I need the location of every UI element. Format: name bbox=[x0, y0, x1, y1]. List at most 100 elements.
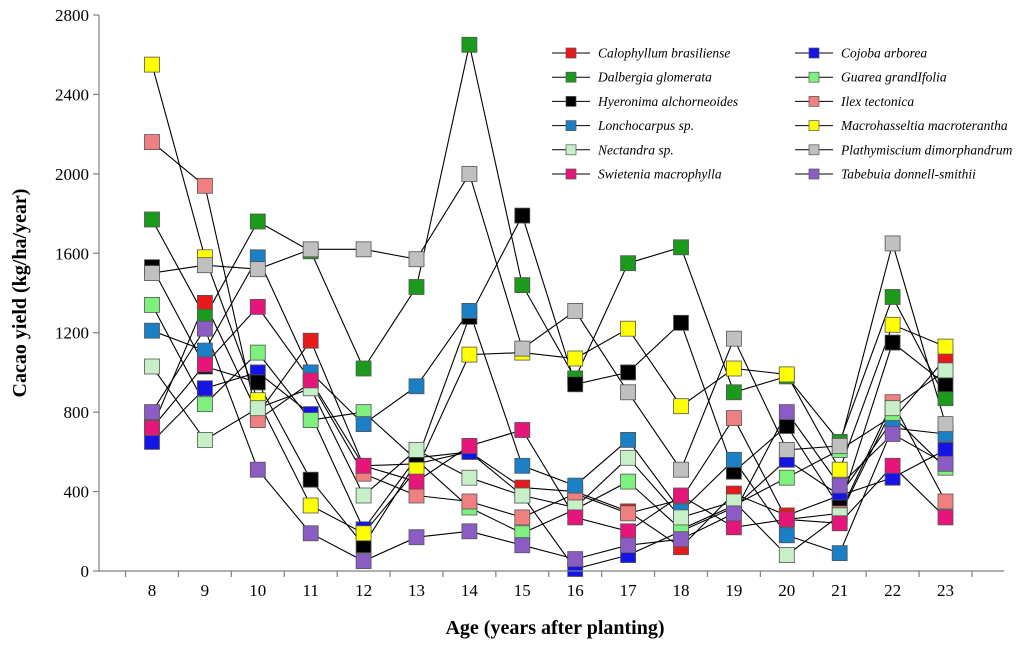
legend-label: Calophyllum brasiliense bbox=[598, 46, 730, 61]
data-point bbox=[144, 433, 160, 450]
legend-swatch bbox=[565, 168, 577, 180]
y-tick-label: 2800 bbox=[55, 6, 89, 25]
data-point bbox=[726, 451, 742, 468]
legend-label: Plathymiscium dimorphandrum bbox=[840, 142, 1013, 157]
data-point bbox=[144, 134, 160, 151]
x-tick-label: 23 bbox=[937, 581, 954, 600]
series-line-10 bbox=[151, 306, 946, 532]
data-point bbox=[196, 380, 213, 397]
series-line-8 bbox=[151, 366, 946, 556]
data-point bbox=[249, 261, 266, 278]
legend-swatch bbox=[808, 71, 820, 83]
data-point bbox=[355, 241, 372, 258]
data-point bbox=[831, 545, 848, 561]
data-point bbox=[408, 529, 425, 546]
data-point bbox=[937, 416, 954, 433]
data-point bbox=[408, 251, 425, 268]
data-point bbox=[461, 302, 478, 319]
data-point bbox=[726, 410, 742, 427]
data-point bbox=[196, 396, 213, 413]
data-point bbox=[831, 461, 848, 478]
data-point bbox=[778, 527, 795, 544]
data-point bbox=[249, 400, 266, 417]
data-point bbox=[408, 378, 425, 395]
data-point bbox=[355, 487, 372, 504]
data-point bbox=[884, 316, 901, 333]
data-point bbox=[567, 509, 584, 526]
legend-label: Macrohasseltia macroterantha bbox=[840, 118, 1008, 133]
x-tick-label: 16 bbox=[567, 581, 584, 600]
data-point bbox=[726, 360, 742, 377]
data-point bbox=[937, 362, 954, 379]
legend-swatch bbox=[808, 144, 820, 156]
data-point bbox=[302, 372, 319, 389]
data-point bbox=[620, 431, 636, 448]
data-point bbox=[355, 553, 372, 569]
x-tick-label: 14 bbox=[461, 581, 479, 600]
data-point bbox=[461, 523, 478, 540]
x-tick-label: 22 bbox=[884, 581, 901, 600]
x-tick-label: 19 bbox=[725, 581, 742, 600]
data-point bbox=[778, 404, 795, 421]
data-point bbox=[567, 477, 584, 494]
data-point bbox=[514, 537, 531, 554]
data-point bbox=[673, 461, 689, 478]
data-point bbox=[408, 487, 425, 504]
data-point bbox=[937, 493, 954, 510]
data-point bbox=[620, 255, 636, 272]
x-tick-label: 9 bbox=[201, 581, 210, 600]
data-point bbox=[567, 551, 584, 567]
series-line-4 bbox=[151, 214, 946, 547]
legend-label: Tabebuia donnell-smithii bbox=[841, 167, 976, 182]
data-point bbox=[302, 497, 319, 514]
data-point bbox=[620, 364, 636, 381]
data-point bbox=[144, 322, 160, 339]
series-line-7 bbox=[151, 64, 946, 534]
data-point bbox=[726, 330, 742, 347]
data-point bbox=[461, 165, 478, 182]
data-point bbox=[831, 515, 848, 532]
data-point bbox=[673, 398, 689, 415]
x-tick-label: 10 bbox=[249, 581, 266, 600]
data-point bbox=[937, 338, 954, 355]
legend-swatch bbox=[565, 71, 577, 83]
y-tick-label: 2400 bbox=[55, 85, 89, 104]
data-point bbox=[144, 56, 160, 73]
data-point bbox=[937, 509, 954, 526]
series-line-11 bbox=[151, 327, 946, 562]
data-point bbox=[196, 356, 213, 373]
data-point bbox=[144, 358, 160, 375]
data-point bbox=[302, 332, 319, 349]
data-point bbox=[620, 505, 636, 522]
data-point bbox=[514, 509, 531, 526]
series-line-2 bbox=[151, 44, 946, 444]
legend-swatch bbox=[565, 96, 577, 107]
data-point bbox=[778, 366, 795, 383]
legend: Calophyllum brasiliense Cojoba arborea Dal… bbox=[552, 46, 1013, 182]
data-point bbox=[302, 412, 319, 429]
data-point bbox=[937, 390, 954, 407]
data-point bbox=[831, 437, 848, 454]
legend-label: Guarea grandIfolia bbox=[841, 70, 947, 85]
data-point bbox=[355, 457, 372, 474]
data-point bbox=[144, 404, 160, 421]
data-point bbox=[196, 431, 213, 448]
data-point bbox=[514, 277, 531, 294]
data-point bbox=[884, 457, 901, 474]
data-point bbox=[620, 449, 636, 466]
data-point bbox=[302, 241, 319, 258]
data-point bbox=[937, 441, 954, 458]
data-point bbox=[726, 384, 742, 401]
legend-label: Lonchocarpus sp. bbox=[597, 118, 694, 133]
legend-label: Hyeronima alchorneoides bbox=[597, 94, 738, 109]
series-line-0 bbox=[151, 301, 946, 548]
data-point bbox=[778, 418, 795, 434]
y-tick-label: 2000 bbox=[55, 165, 89, 184]
data-point bbox=[355, 416, 372, 433]
data-point bbox=[778, 511, 795, 528]
legend-swatch bbox=[565, 47, 577, 59]
data-point bbox=[302, 525, 319, 542]
series-line-9 bbox=[151, 172, 947, 471]
data-point bbox=[461, 346, 478, 363]
